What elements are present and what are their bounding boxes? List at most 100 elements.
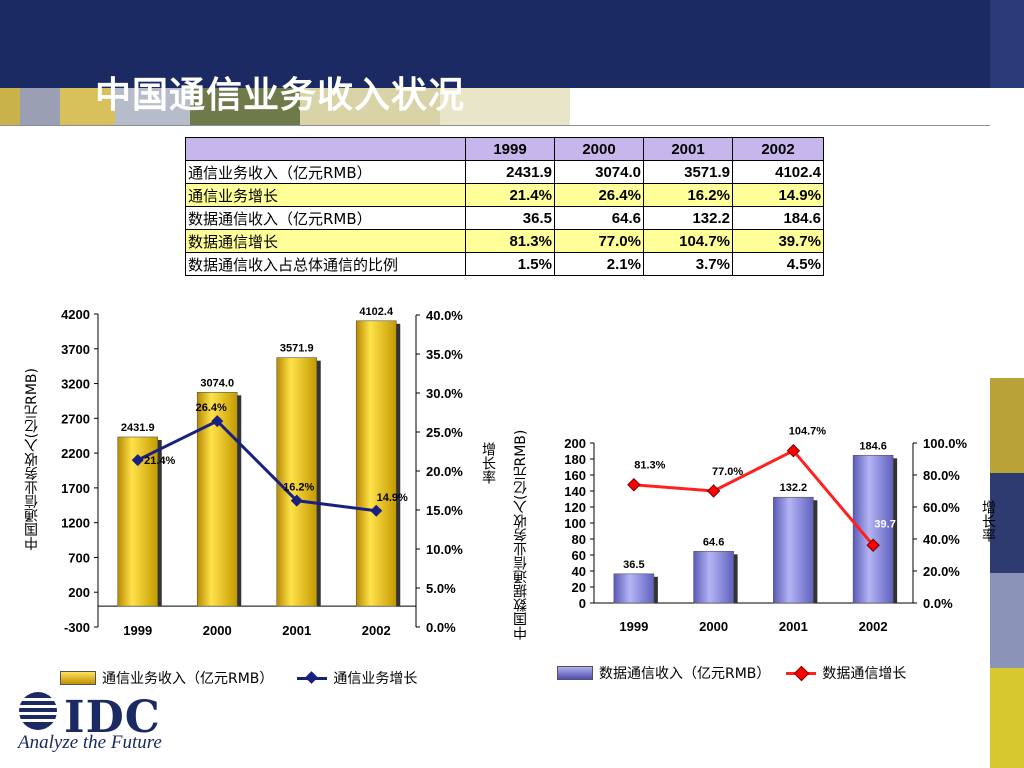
idc-logo-text: IDC — [64, 692, 161, 743]
table-cell: 3.7% — [643, 252, 733, 276]
y-tick-label: 3200 — [61, 377, 90, 392]
y2-tick-label: 20.0% — [426, 464, 463, 479]
side-tile — [990, 573, 1024, 668]
bar — [355, 320, 397, 607]
bar — [773, 496, 814, 604]
legend-label: 通信业务收入（亿元RMB） — [102, 671, 274, 687]
table-row-label: 数据通信收入占总体通信的比例 — [185, 252, 466, 276]
side-tile — [990, 473, 1024, 573]
line-point — [866, 538, 880, 552]
page-title: 中国通信业务收入状况 — [95, 75, 466, 116]
line-data-label: 77.0% — [712, 466, 743, 478]
table-cell: 36.5 — [465, 206, 555, 230]
y-tick-label: 200 — [68, 585, 90, 600]
table-cell: 64.6 — [554, 206, 644, 230]
y-tick-label: 120 — [564, 500, 586, 515]
line-data-label: 16.2% — [283, 482, 314, 494]
y-tick-label: 1200 — [61, 516, 90, 531]
y2-tick-label: 0.0% — [426, 620, 456, 635]
y-tick-label: 700 — [68, 550, 90, 565]
y2-tick-label: 15.0% — [426, 503, 463, 518]
header-bar — [0, 0, 1024, 88]
y2-tick-label: 60.0% — [923, 500, 960, 515]
table-row-label: 通信业务增长 — [185, 183, 466, 207]
table-cell: 104.7% — [643, 229, 733, 253]
bar-data-label: 3074.0 — [200, 377, 234, 389]
y-tick-label: 200 — [564, 436, 586, 451]
bar — [276, 357, 318, 607]
line-data-label: 14.9% — [377, 492, 408, 504]
line-data-label: 21.4% — [144, 455, 175, 467]
header-tile — [190, 88, 300, 126]
table-cell: 16.2% — [643, 183, 733, 207]
x-tick-label: 2002 — [859, 619, 888, 634]
y2-tick-label: 40.0% — [426, 308, 463, 323]
legend-bar-swatch — [60, 671, 96, 685]
y-tick-label: 2200 — [61, 446, 90, 461]
table-header-cell: 1999 — [465, 137, 555, 161]
y2-tick-label: 30.0% — [426, 386, 463, 401]
x-tick-label: 2002 — [362, 623, 391, 638]
bar-data-label: 3571.9 — [280, 343, 314, 355]
legend-bar-swatch — [557, 666, 593, 680]
table-row: 数据通信收入占总体通信的比例 1.5% 2.1% 3.7% 4.5% — [185, 252, 824, 276]
table-row: 数据通信增长 81.3% 77.0% 104.7% 39.7% — [185, 229, 824, 253]
legend-label: 数据通信增长 — [822, 666, 907, 682]
y-tick-label: 180 — [564, 452, 586, 467]
header-tile — [20, 88, 60, 126]
legend-line-swatch — [786, 665, 817, 681]
y-tick-label: -300 — [64, 620, 90, 635]
line-data-label: 26.4% — [196, 402, 227, 414]
side-tile — [990, 0, 1024, 88]
y-tick-label: 1700 — [61, 481, 90, 496]
header-tile — [115, 88, 190, 126]
bar — [693, 551, 734, 604]
header-tile — [300, 88, 440, 126]
side-tile — [990, 88, 1024, 378]
growth-line — [137, 419, 377, 513]
bar-data-label: 184.6 — [859, 440, 887, 452]
table-cell: 184.6 — [732, 206, 824, 230]
y-tick-label: 140 — [564, 484, 586, 499]
idc-tagline: Analyze the Future — [18, 732, 162, 753]
idc-globe-logo — [18, 692, 58, 730]
line-data-label: 81.3% — [634, 460, 665, 472]
line-point — [706, 484, 721, 498]
line-data-label: 39.7 — [874, 518, 895, 530]
line-point — [211, 415, 224, 428]
side-tile — [990, 378, 1024, 473]
y2-tick-label: 5.0% — [426, 581, 456, 596]
table-cell: 3074.0 — [554, 160, 644, 184]
y2-tick-label: 25.0% — [426, 425, 463, 440]
y-tick-label: 100 — [564, 516, 586, 531]
bar-data-label: 4102.4 — [359, 306, 394, 318]
table-row: 通信业务收入（亿元RMB） 2431.9 3074.0 3571.9 4102.… — [185, 160, 824, 184]
line-point — [370, 504, 383, 517]
x-tick-label: 2000 — [699, 619, 728, 634]
x-tick-label: 2001 — [282, 623, 311, 638]
chart1-legend: 通信业务收入（亿元RMB） 通信业务增长 — [60, 668, 417, 688]
table-header-cell: 2000 — [554, 137, 644, 161]
y-tick-label: 4200 — [61, 307, 90, 322]
side-tile — [990, 668, 1024, 768]
header-tile — [570, 88, 990, 126]
bar-data-label: 64.6 — [703, 536, 724, 548]
header-tile — [0, 88, 20, 126]
header-tile — [60, 88, 115, 126]
bar-data-label: 36.5 — [623, 559, 644, 571]
y2-tick-label: 40.0% — [923, 532, 960, 547]
y-tick-label: 60 — [572, 548, 586, 563]
y-tick-label: 20 — [572, 580, 586, 595]
y2-tick-label: 35.0% — [426, 347, 463, 362]
y2-tick-label: 10.0% — [426, 542, 463, 557]
y-tick-label: 40 — [572, 564, 586, 579]
table-header-cell: 2001 — [643, 137, 733, 161]
line-point — [131, 454, 144, 467]
y-tick-label: 80 — [572, 532, 586, 547]
table-cell: 14.9% — [732, 183, 824, 207]
table-cell: 77.0% — [554, 229, 644, 253]
y2-tick-label: 80.0% — [923, 468, 960, 483]
y2-tick-label: 0.0% — [923, 596, 953, 611]
table-cell: 3571.9 — [643, 160, 733, 184]
line-data-label: 104.7% — [789, 426, 827, 438]
